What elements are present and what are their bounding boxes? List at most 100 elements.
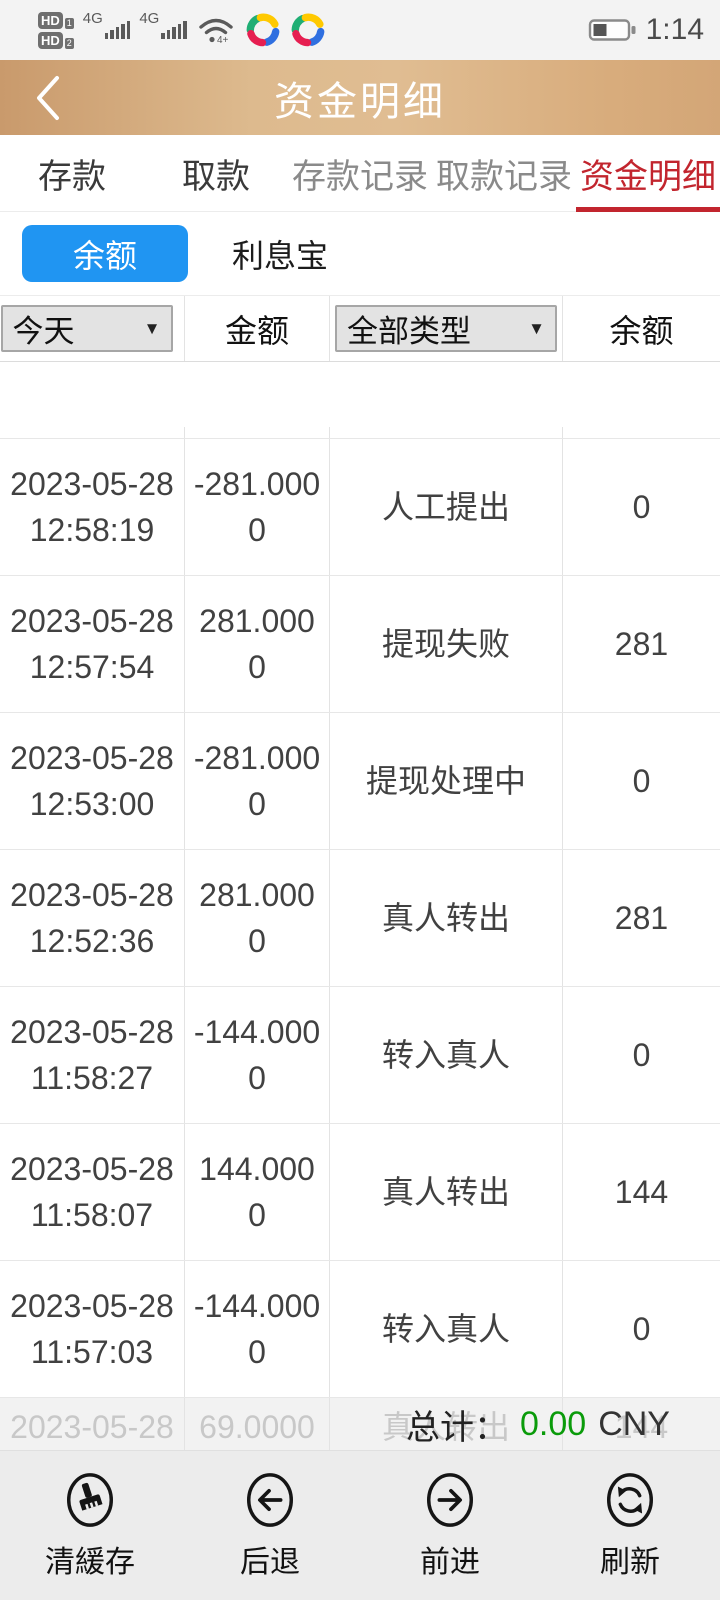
app-notification-icon (291, 13, 325, 47)
total-currency: CNY (598, 1404, 670, 1443)
interest-tab-button[interactable]: 利息宝 (232, 237, 329, 274)
forward-circle-icon (426, 1473, 474, 1527)
cell-datetime: 2023-05-28 11:58:27 (0, 987, 185, 1123)
row-date: 2023-05-28 (10, 603, 174, 639)
forward-nav-button[interactable]: 前进 (360, 1451, 540, 1600)
clear-cache-button[interactable]: 清緩存 (0, 1451, 180, 1600)
chevron-down-icon: ▼ (528, 318, 545, 338)
top-tab-bar: 存款 取款 存款记录 取款记录 资金明细 (0, 135, 720, 212)
cell-amount: -281.0000 (185, 713, 330, 849)
network-type-label: 4G (139, 10, 160, 27)
refresh-button[interactable]: 刷新 (540, 1451, 720, 1600)
cell-datetime: 2023-05-28 12:52:36 (0, 850, 185, 986)
signal-bars-icon (161, 21, 187, 39)
nav-label: 刷新 (600, 1546, 660, 1579)
tab-withdraw-records[interactable]: 取款记录 (436, 157, 572, 196)
row-time: 12:53:00 (29, 786, 155, 822)
filter-type-cell: 全部类型 ▼ (330, 296, 563, 361)
table-row: 2023-05-28 12:53:00 -281.0000 提现处理中 0 (0, 713, 720, 850)
cell-type: 真人转出 (330, 1124, 563, 1260)
tab-withdraw[interactable]: 取款 (182, 157, 250, 196)
cell-amount-faded: 69.0000 (185, 1398, 330, 1450)
cell-type: 真人转出 (330, 850, 563, 986)
back-nav-button[interactable]: 后退 (180, 1451, 360, 1600)
total-label: 总计： (406, 1408, 509, 1447)
table-lead-row (0, 427, 720, 439)
refresh-circle-icon (606, 1473, 654, 1527)
status-bar: HD 1 HD 2 4G 4G (0, 0, 720, 60)
table-row: 2023-05-28 11:57:03 -144.0000 转入真人 0 (0, 1261, 720, 1398)
hd1-icon: HD 1 (38, 11, 74, 29)
page-title: 资金明细 (274, 79, 446, 124)
nav-label: 前进 (420, 1546, 480, 1579)
cell-balance-faded: 144 (614, 1409, 669, 1445)
cell-balance: 281 (614, 626, 669, 662)
date-range-value: 今天 (12, 314, 75, 349)
cell-balance: 0 (632, 489, 651, 525)
filter-row: 今天 ▼ 金额 全部类型 ▼ 余额 (0, 296, 720, 362)
table-row: 2023-05-28 12:57:54 281.0000 提现失败 281 (0, 576, 720, 713)
type-select-value: 全部类型 (347, 314, 471, 349)
tab-deposit[interactable]: 存款 (38, 157, 106, 196)
wallet-type-switch: 余额 利息宝 (0, 212, 720, 296)
hd2-sim-number: 2 (64, 37, 74, 49)
tab-fund-details[interactable]: 资金明细 (576, 135, 720, 212)
back-circle-icon (246, 1473, 294, 1527)
table-row: 2023-05-28 12:58:19 -281.0000 人工提出 0 (0, 439, 720, 576)
app-header: 资金明细 (0, 60, 720, 135)
row-date: 2023-05-28 (10, 877, 174, 913)
status-left-icons: HD 1 HD 2 4G 4G (38, 11, 326, 49)
cell-amount: 281.0000 (185, 576, 330, 712)
back-button[interactable] (20, 70, 76, 126)
total-value: 0.00 (520, 1404, 587, 1443)
network-type-label: 4G (82, 10, 103, 27)
clear-cache-icon (66, 1473, 114, 1527)
hd1-badge: HD (38, 11, 63, 29)
cell-balance: 0 (632, 763, 651, 799)
balance-tab-button[interactable]: 余额 (22, 225, 188, 282)
signal-sim2-icon: 4G (139, 11, 187, 39)
cell-datetime: 2023-05-28 12:57:54 (0, 576, 185, 712)
signal-bars-icon (104, 21, 131, 39)
cell-balance: 0 (632, 1311, 651, 1347)
row-date: 2023-05-28 (10, 740, 174, 776)
table-top-spacer (0, 362, 720, 427)
clock-text: 1:14 (645, 13, 704, 46)
cell-balance: 281 (614, 900, 669, 936)
filter-date-cell: 今天 ▼ (0, 296, 185, 361)
tab-deposit-records[interactable]: 存款记录 (292, 157, 428, 196)
cell-balance: 0 (632, 1037, 651, 1073)
cell-datetime: 2023-05-28 12:53:00 (0, 713, 185, 849)
row-time: 11:57:03 (30, 1334, 154, 1370)
nav-label: 清緩存 (45, 1546, 135, 1579)
total-summary: 总计： 0.00 CNY (406, 1398, 670, 1450)
chevron-down-icon: ▼ (143, 318, 161, 338)
cell-amount: -281.0000 (185, 439, 330, 575)
row-time: 12:58:19 (29, 512, 155, 548)
wifi-badge-text: 4+ (217, 35, 229, 46)
cell-type: 提现处理中 (330, 713, 563, 849)
filter-balance-cell: 余额 (563, 296, 720, 361)
row-time: 12:57:54 (29, 649, 155, 685)
hd-voLTE-icons: HD 1 HD 2 (38, 11, 74, 49)
table-rows: 2023-05-28 12:58:19 -281.0000 人工提出 0 202… (0, 439, 720, 1398)
type-select[interactable]: 全部类型 ▼ (335, 305, 557, 352)
cell-datetime: 2023-05-28 11:57:03 (0, 1261, 185, 1397)
hd1-sim-number: 1 (64, 17, 74, 29)
cell-type: 人工提出 (330, 439, 563, 575)
row-date: 2023-05-28 (10, 1014, 174, 1050)
cell-datetime: 2023-05-28 12:58:19 (0, 439, 185, 575)
signal-sim1-icon: 4G (83, 11, 131, 39)
browser-nav-bar: 清緩存 后退 前进 刷新 (0, 1450, 720, 1600)
cell-datetime-faded: 2023-05-28 (0, 1398, 185, 1450)
table-row: 2023-05-28 12:52:36 281.0000 真人转出 281 (0, 850, 720, 987)
date-range-select[interactable]: 今天 ▼ (0, 305, 173, 352)
cell-type: 转入真人 (330, 1261, 563, 1397)
cell-type-faded: 真人转出 (330, 1398, 563, 1450)
cell-amount: 144.0000 (185, 1124, 330, 1260)
back-chevron-icon (37, 76, 59, 120)
app-notification-icon (246, 13, 280, 47)
hd2-badge: HD (38, 31, 63, 49)
table-row: 2023-05-28 11:58:27 -144.0000 转入真人 0 (0, 987, 720, 1124)
